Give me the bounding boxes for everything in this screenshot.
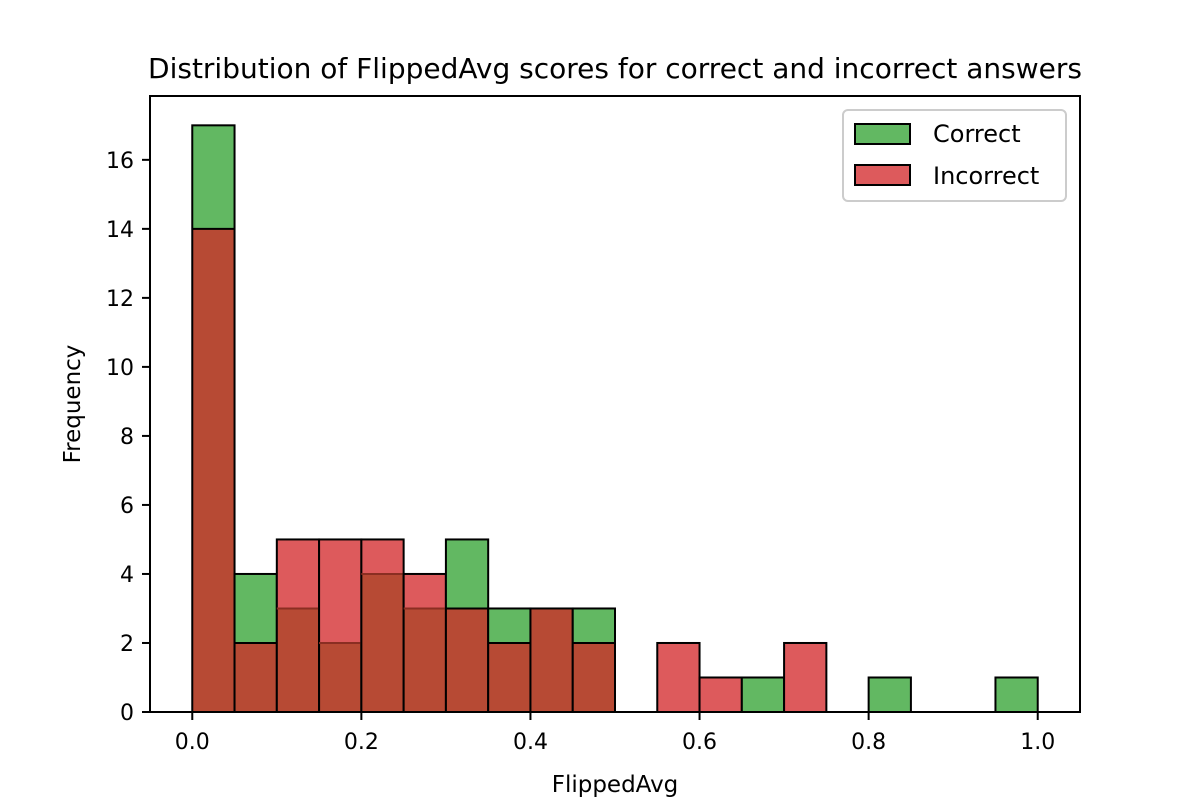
y-axis-label: Frequency xyxy=(60,345,86,464)
x-tick-label: 0.4 xyxy=(513,730,548,755)
bar-correct xyxy=(868,677,911,712)
x-tick-label: 0.8 xyxy=(851,730,886,755)
y-tick-label: 16 xyxy=(106,149,134,174)
y-tick-label: 10 xyxy=(106,356,134,381)
bar-overlap xyxy=(445,608,489,712)
legend-swatch-correct xyxy=(854,123,911,145)
x-tick-label: 1.0 xyxy=(1020,730,1055,755)
bar-overlap xyxy=(234,642,277,712)
x-tick-label: 0.6 xyxy=(682,730,717,755)
bar-correct xyxy=(445,539,489,609)
bar-correct xyxy=(234,573,277,643)
bar-overlap xyxy=(319,642,362,712)
x-tick-label: 0.0 xyxy=(175,730,210,755)
chart-title: Distribution of FlippedAvg scores for co… xyxy=(148,52,1082,85)
bar-overlap xyxy=(572,642,615,712)
bar-incorrect xyxy=(361,539,404,574)
bar-incorrect xyxy=(403,573,446,609)
bar-overlap xyxy=(361,573,404,712)
bar-incorrect xyxy=(319,539,362,643)
bar-incorrect xyxy=(276,539,320,609)
y-tick-label: 12 xyxy=(106,287,134,312)
y-tick-label: 8 xyxy=(120,425,134,450)
bar-overlap xyxy=(488,642,531,712)
bar-incorrect xyxy=(784,642,827,712)
bar-correct xyxy=(741,677,785,712)
legend: Correct Incorrect xyxy=(842,109,1067,202)
y-axis-ticks: 0 2 4 6 8 10 12 14 16 xyxy=(106,149,150,726)
bar-overlap xyxy=(276,608,320,712)
legend-swatch-incorrect xyxy=(854,164,911,186)
bar-overlap xyxy=(403,608,446,712)
bar-correct xyxy=(488,608,531,643)
x-axis-label: FlippedAvg xyxy=(552,772,679,798)
y-tick-label: 4 xyxy=(120,563,134,588)
bar-incorrect xyxy=(657,642,700,712)
y-tick-label: 2 xyxy=(120,632,134,657)
bars-layer xyxy=(191,124,1039,714)
y-tick-label: 14 xyxy=(106,218,134,243)
x-tick-label: 0.2 xyxy=(344,730,379,755)
bar-correct xyxy=(572,608,615,643)
y-tick-label: 6 xyxy=(120,494,134,519)
bar-correct xyxy=(192,125,235,229)
bar-overlap xyxy=(530,608,573,712)
bar-incorrect xyxy=(699,677,742,712)
legend-label-incorrect: Incorrect xyxy=(933,162,1039,190)
legend-label-correct: Correct xyxy=(933,120,1021,148)
x-axis-ticks: 0.0 0.2 0.4 0.6 0.8 1.0 xyxy=(175,712,1055,755)
plot-frame xyxy=(149,95,1081,713)
y-tick-label: 0 xyxy=(120,701,134,726)
bar-correct xyxy=(995,677,1038,712)
bar-overlap xyxy=(192,228,235,713)
